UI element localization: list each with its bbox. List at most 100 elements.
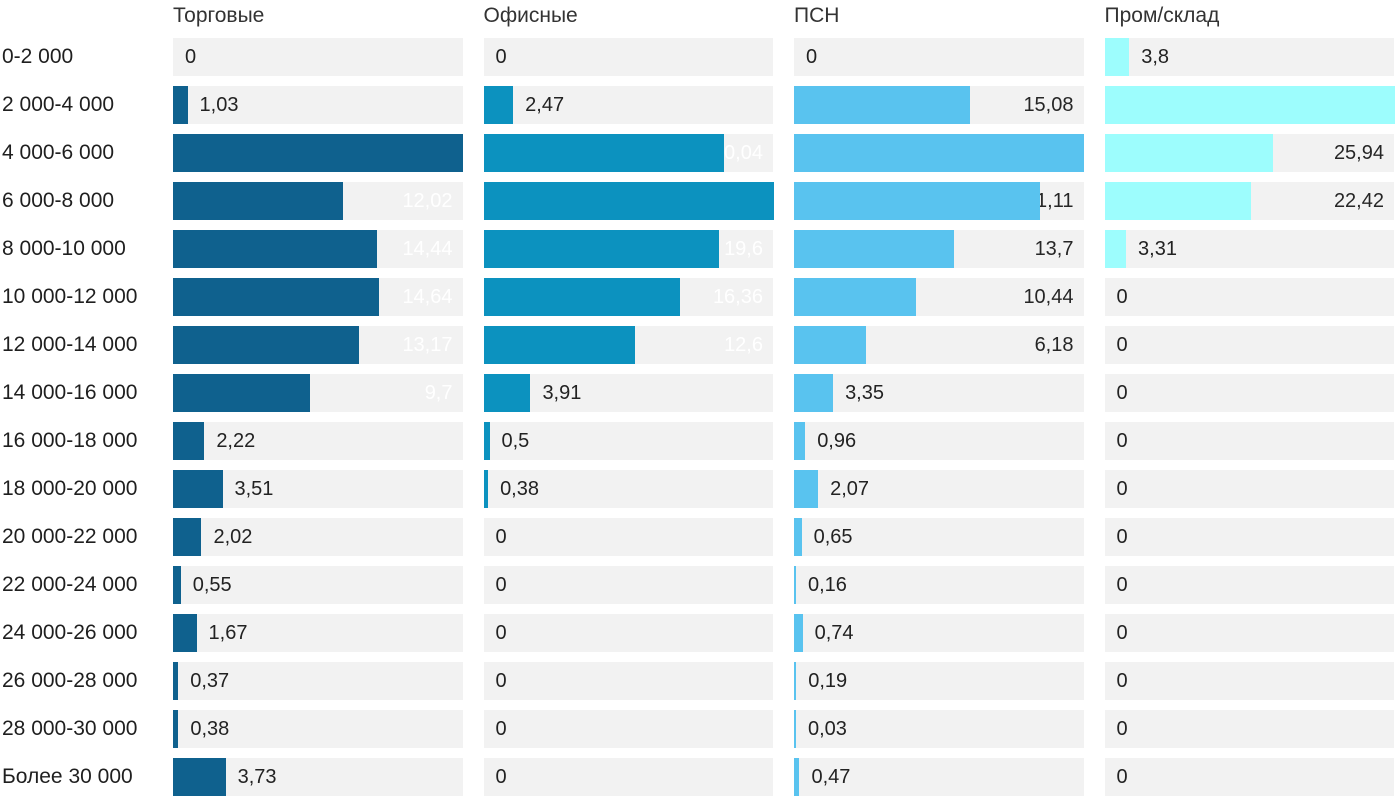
bar-cell: 2,02 (173, 518, 463, 556)
bar[interactable] (483, 86, 514, 124)
value-label: 0 (1116, 430, 1128, 452)
column-header-2: Офисные (483, 4, 578, 27)
bar[interactable] (794, 86, 970, 124)
bar[interactable] (794, 278, 916, 316)
bar[interactable] (173, 566, 181, 604)
row-label: 0-2 000 (2, 45, 74, 68)
bar-track: 24,15 (483, 182, 774, 220)
bar[interactable] (794, 230, 954, 268)
bar[interactable] (794, 134, 1084, 172)
bar-track: 0 (1104, 278, 1394, 316)
bar[interactable] (173, 326, 359, 364)
bar[interactable] (483, 134, 725, 172)
bar-track: 13,17 (173, 326, 463, 364)
bar[interactable] (173, 182, 343, 220)
bar[interactable] (173, 710, 179, 748)
bar-cell: 0 (1104, 566, 1394, 604)
bar-cell: 24,15 (483, 182, 774, 220)
bar[interactable] (1104, 86, 1395, 124)
bar-track: 0 (1104, 710, 1394, 748)
bar[interactable] (483, 230, 719, 268)
bar-cell: 0 (483, 566, 773, 604)
row-label: 4 000-6 000 (2, 141, 115, 164)
bar-track: 9,7 (173, 374, 463, 412)
value-label: 20,04 (712, 142, 763, 164)
bar-cell: 15,08 (794, 86, 1084, 124)
bar-cell: 0 (1104, 614, 1394, 652)
bar-track: 0,16 (794, 566, 1084, 604)
bar-track: 2,02 (173, 518, 463, 556)
bar-cell: 0,03 (794, 710, 1084, 748)
row-label: 26 000-28 000 (2, 669, 138, 692)
bar-cell: 0,38 (173, 710, 463, 748)
bar-cell: 16,36 (483, 278, 773, 316)
bar-track: 21,11 (794, 182, 1084, 220)
bar-track: 0,38 (173, 710, 463, 748)
bar-cell: 0,19 (794, 662, 1084, 700)
bar[interactable] (483, 182, 774, 220)
bar-track: 0 (1104, 374, 1394, 412)
bar[interactable] (794, 518, 802, 556)
bar-track: 0 (1104, 422, 1394, 460)
bar[interactable] (173, 470, 223, 508)
bar[interactable] (173, 230, 377, 268)
value-label: 0,03 (808, 718, 847, 740)
bar[interactable] (483, 374, 531, 412)
bar-track: 0 (483, 38, 773, 76)
bar-track: 10,44 (794, 278, 1084, 316)
bar[interactable] (794, 614, 803, 652)
bar[interactable] (483, 278, 680, 316)
bar[interactable] (794, 374, 834, 412)
bar[interactable] (173, 86, 188, 124)
bar-cell: 13,17 (173, 326, 463, 364)
column-header-1: Торговые (173, 4, 265, 27)
value-label: 2,02 (213, 526, 253, 548)
bar-track: 0,37 (173, 662, 463, 700)
row-label: Более 30 000 (2, 765, 133, 788)
bar-track: 3,8 (1104, 38, 1394, 76)
bar[interactable] (1104, 134, 1274, 172)
value-label: 14,44 (402, 238, 453, 260)
bar[interactable] (173, 662, 179, 700)
bar[interactable] (794, 710, 796, 748)
bar-cell: 14,44 (173, 230, 463, 268)
row-label: 10 000-12 000 (2, 285, 138, 308)
value-label: 0,96 (817, 430, 857, 452)
bar-track: 0,03 (794, 710, 1084, 748)
bar[interactable] (173, 134, 463, 172)
bar-cell: 25,94 (1104, 134, 1394, 172)
bar-cell: 0 (1104, 374, 1394, 412)
bar[interactable] (483, 470, 489, 508)
bar[interactable] (173, 758, 226, 796)
bar[interactable] (794, 422, 806, 460)
bar-cell: 19,6 (483, 230, 773, 268)
bar[interactable] (483, 326, 635, 364)
value-label: 0 (1116, 334, 1128, 356)
bar-cell: 0,5 (483, 422, 773, 460)
bar[interactable] (794, 182, 1041, 220)
bar-track: 14,44 (173, 230, 463, 268)
bar[interactable] (173, 422, 205, 460)
bar[interactable] (173, 278, 380, 316)
bar[interactable] (794, 662, 797, 700)
bar[interactable] (1104, 38, 1130, 76)
bar[interactable] (483, 422, 490, 460)
bar[interactable] (794, 566, 796, 604)
bar-track: 2,47 (483, 86, 773, 124)
bar-track: 3,73 (173, 758, 463, 796)
bar[interactable] (794, 326, 867, 364)
bar[interactable] (794, 470, 819, 508)
bar[interactable] (794, 758, 800, 796)
bar-track: 1,67 (173, 614, 463, 652)
bar-cell: 3,73 (173, 758, 463, 796)
bar-cell: 0 (483, 518, 773, 556)
value-label: 0 (495, 574, 507, 596)
value-label: 3,73 (237, 766, 277, 788)
bar[interactable] (1104, 182, 1251, 220)
value-label: 14,64 (402, 286, 453, 308)
bar[interactable] (173, 614, 197, 652)
bar[interactable] (173, 518, 202, 556)
bar[interactable] (1104, 230, 1127, 268)
bar[interactable] (173, 374, 310, 412)
bar-track: 20,04 (483, 134, 773, 172)
